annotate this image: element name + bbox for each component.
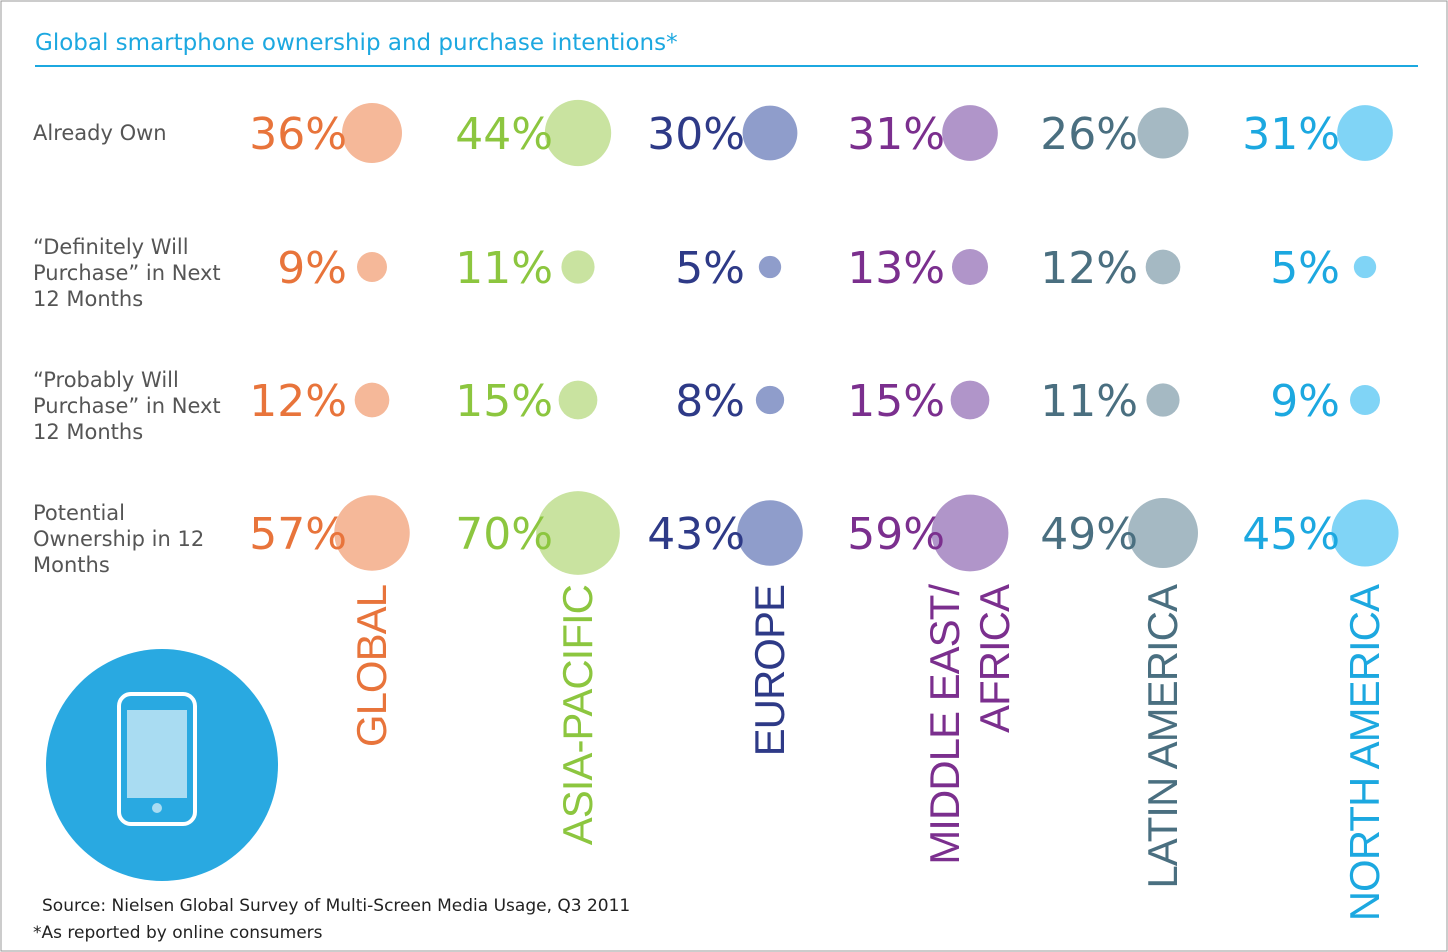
row-label: “Definitely Will Purchase” in Next 12 Mo… [33,235,221,311]
bubble [737,500,803,566]
bubble [755,385,785,415]
bubble [1331,499,1399,567]
value-label: 70% [455,509,553,560]
bubble [1146,383,1180,417]
value-label: 13% [847,243,945,294]
phone-button [152,803,162,813]
bubble [942,105,998,161]
bubble [544,99,612,167]
value-label: 45% [1242,509,1340,560]
phone-body [117,692,197,826]
footnote: *As reported by online consumers [33,923,323,943]
value-label: 12% [249,376,347,427]
value-label: 5% [675,243,745,294]
bubble [1145,249,1181,285]
value-label: 15% [455,376,553,427]
phone-screen [127,710,187,798]
bubble [342,103,402,163]
value-label: 11% [455,243,553,294]
value-label: 44% [455,109,553,160]
value-label: 43% [647,509,745,560]
legend-label: GLOBAL [348,585,395,748]
value-label: 30% [647,109,745,160]
value-label: 57% [249,509,347,560]
chart-title: Global smartphone ownership and purchase… [35,30,678,56]
bubble [1353,255,1377,279]
value-label: 8% [675,376,745,427]
row-label: “Probably Will Purchase” in Next 12 Mont… [33,368,221,444]
value-label: 31% [1242,109,1340,160]
bubble [1128,498,1198,568]
value-label: 49% [1040,509,1138,560]
bubble [1350,385,1380,415]
bubble [334,495,410,571]
value-label: 5% [1270,243,1340,294]
value-label: 15% [847,376,945,427]
row-label: Already Own [33,121,167,145]
bubble [1337,105,1393,161]
legend-label: EUROPE [746,585,793,757]
value-label: 36% [249,109,347,160]
bubble [536,491,620,575]
value-label: 59% [847,509,945,560]
bubble [357,252,387,282]
legend-label: LATIN AMERICA [1139,585,1186,889]
value-label: 11% [1040,376,1138,427]
bubble [561,250,595,284]
bubble [758,255,782,279]
value-label: 26% [1040,109,1138,160]
bubble [354,382,390,418]
value-label: 9% [277,243,347,294]
row-label: Potential Ownership in 12 Months [33,501,205,577]
bubble [558,380,598,420]
value-label: 31% [847,109,945,160]
bubble [951,248,989,286]
bubble [1137,107,1189,159]
legend-label: MIDDLE EAST/ AFRICA [921,585,1018,865]
legend-label: NORTH AMERICA [1341,585,1388,922]
bubble [742,105,798,161]
value-label: 12% [1040,243,1138,294]
source-note: Source: Nielsen Global Survey of Multi-S… [42,896,631,916]
value-label: 9% [1270,376,1340,427]
bubble [950,380,990,420]
bubble [931,494,1009,572]
legend-label: ASIA-PACIFIC [554,585,601,846]
